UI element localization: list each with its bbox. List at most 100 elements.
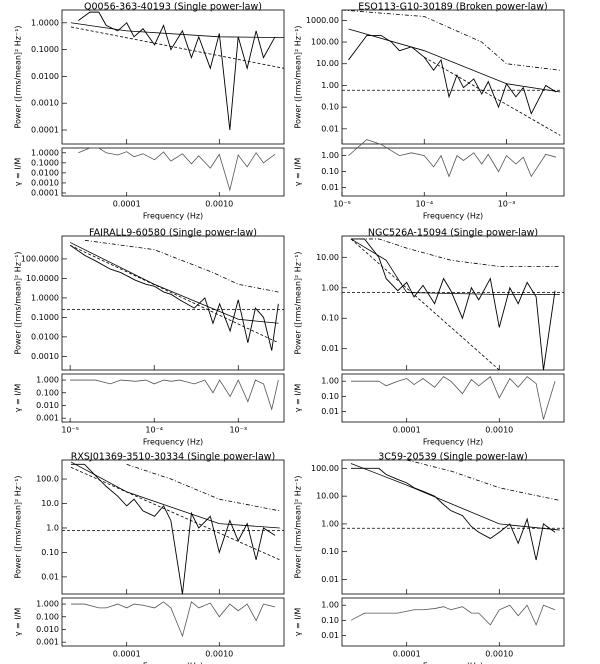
y-tick-label: 1.0000	[31, 293, 59, 302]
ratio-y-axis-label: γ = I/M	[14, 158, 23, 187]
y-tick-label: 0.10	[41, 548, 59, 557]
panel-title: FAIRALL9-60580 (Single power-law)	[89, 228, 257, 239]
y-axis-label: Power ([rms/mean]² Hz⁻¹)	[14, 251, 23, 354]
ratio-y-tick-label: 0.001	[36, 638, 59, 647]
y-tick-label: 10.0000	[26, 274, 59, 283]
ratio-y-tick-label: 1.00	[321, 377, 339, 386]
ratio-y-tick-label: 0.0010	[31, 178, 59, 187]
periodogram	[78, 11, 276, 131]
ratio-frame	[341, 597, 565, 647]
y-tick-label: 1.0	[46, 523, 59, 532]
y-tick-label: 100.00	[311, 464, 339, 473]
plot-frame	[341, 9, 565, 145]
y-axis-label: Power ([rms/mean]² Hz⁻¹)	[294, 251, 303, 354]
plot-frame	[61, 9, 285, 145]
ratio-y-axis-label: γ = I/M	[14, 608, 23, 637]
y-tick-label: 0.1000	[31, 45, 59, 54]
x-tick-label: 0.0010	[485, 426, 513, 435]
periodogram	[350, 467, 556, 561]
y-axis-label: Power ([rms/mean]² Hz⁻¹)	[294, 475, 303, 578]
x-axis-label: Frequency (Hz)	[423, 212, 483, 221]
x-tick-label: 0.0001	[113, 200, 141, 209]
x-tick-label: 10⁻³	[229, 426, 247, 435]
ratio-y-tick-label: 0.0100	[31, 168, 59, 177]
y-tick-label: 0.10	[321, 103, 339, 112]
model-line	[406, 460, 560, 501]
ratio-frame	[341, 373, 565, 423]
x-tick-label: 0.0001	[113, 650, 141, 659]
y-tick-label: 0.0001	[31, 125, 59, 134]
ratio-y-tick-label: 0.100	[36, 612, 59, 621]
y-tick-label: 1.0000	[31, 18, 59, 27]
x-tick-label: 0.0010	[485, 650, 513, 659]
x-axis-label: Frequency (Hz)	[423, 662, 483, 664]
y-tick-label: 100.0000	[21, 254, 59, 263]
ratio-y-tick-label: 0.01	[321, 631, 339, 640]
ratio-y-tick-label: 1.000	[36, 600, 59, 609]
y-axis-label: Power ([rms/mean]² Hz⁻¹)	[14, 475, 23, 578]
x-axis-label: Frequency (Hz)	[143, 662, 203, 664]
ratio-line	[350, 604, 556, 626]
model-line	[70, 466, 280, 561]
ratio-frame	[61, 373, 285, 423]
y-axis-label: Power ([rms/mean]² Hz⁻¹)	[14, 25, 23, 128]
plot-frame	[61, 459, 285, 595]
x-axis-label: Frequency (Hz)	[423, 438, 483, 447]
periodogram	[69, 244, 279, 351]
ratio-y-axis-label: γ = I/M	[294, 608, 303, 637]
ratio-line	[350, 376, 556, 420]
ratio-y-tick-label: 0.1000	[31, 158, 59, 167]
model-line	[424, 56, 561, 136]
ratio-frame	[61, 597, 285, 647]
y-tick-label: 1000.00	[306, 16, 339, 25]
x-tick-label: 10⁻⁴	[415, 200, 433, 209]
y-tick-label: 10.00	[316, 253, 339, 262]
ratio-y-axis-label: γ = I/M	[294, 384, 303, 413]
x-tick-label: 0.0001	[393, 426, 421, 435]
panel-title: RXSJ01369-3510-30334 (Single power-law)	[71, 452, 276, 463]
ratio-y-tick-label: 0.01	[321, 183, 339, 192]
model-line	[69, 244, 279, 344]
ratio-y-tick-label: 1.00	[321, 151, 339, 160]
ratio-y-tick-label: 0.10	[321, 167, 339, 176]
x-tick-label: 10⁻⁴	[145, 426, 163, 435]
model-line	[350, 238, 560, 267]
x-tick-label: 10⁻⁵	[61, 426, 79, 435]
y-tick-label: 0.01	[321, 124, 339, 133]
model-line	[350, 238, 560, 295]
ratio-y-tick-label: 0.010	[36, 625, 59, 634]
panel-title: NGC526A-15094 (Single power-law)	[368, 228, 538, 239]
ratio-frame	[61, 147, 285, 197]
x-tick-label: 10⁻³	[498, 200, 516, 209]
model-line	[348, 28, 561, 93]
panel-title: 3C59-20539 (Single power-law)	[378, 452, 528, 463]
model-line	[70, 22, 284, 38]
y-tick-label: 0.01	[41, 572, 59, 581]
ratio-y-tick-label: 1.00	[321, 601, 339, 610]
ratio-y-tick-label: 0.100	[36, 388, 59, 397]
ratio-y-tick-label: 0.01	[321, 407, 339, 416]
model-line	[126, 463, 280, 512]
y-tick-label: 0.01	[321, 575, 339, 584]
panel-title: ESO113-G10-30189 (Broken power-law)	[358, 2, 547, 13]
y-tick-label: 10.0	[41, 499, 59, 508]
model-line	[84, 239, 279, 293]
ratio-y-tick-label: 0.10	[321, 616, 339, 625]
y-tick-label: 100.0	[36, 475, 59, 484]
ratio-y-axis-label: γ = I/M	[14, 384, 23, 413]
ratio-y-tick-label: 0.010	[36, 401, 59, 410]
x-tick-label: 10⁻⁵	[333, 200, 351, 209]
y-tick-label: 10.00	[316, 492, 339, 501]
model-line	[350, 238, 500, 371]
ratio-y-tick-label: 1.000	[36, 376, 59, 385]
plot-frame	[341, 459, 565, 595]
y-tick-label: 0.0100	[31, 72, 59, 81]
x-tick-label: 0.0001	[393, 650, 421, 659]
y-tick-label: 0.0010	[31, 352, 59, 361]
periodogram	[70, 463, 276, 595]
y-tick-label: 0.10	[321, 547, 339, 556]
x-tick-label: 0.0010	[205, 650, 233, 659]
ratio-y-tick-label: 0.10	[321, 392, 339, 401]
ratio-line	[70, 379, 279, 411]
y-tick-label: 10.00	[316, 59, 339, 68]
